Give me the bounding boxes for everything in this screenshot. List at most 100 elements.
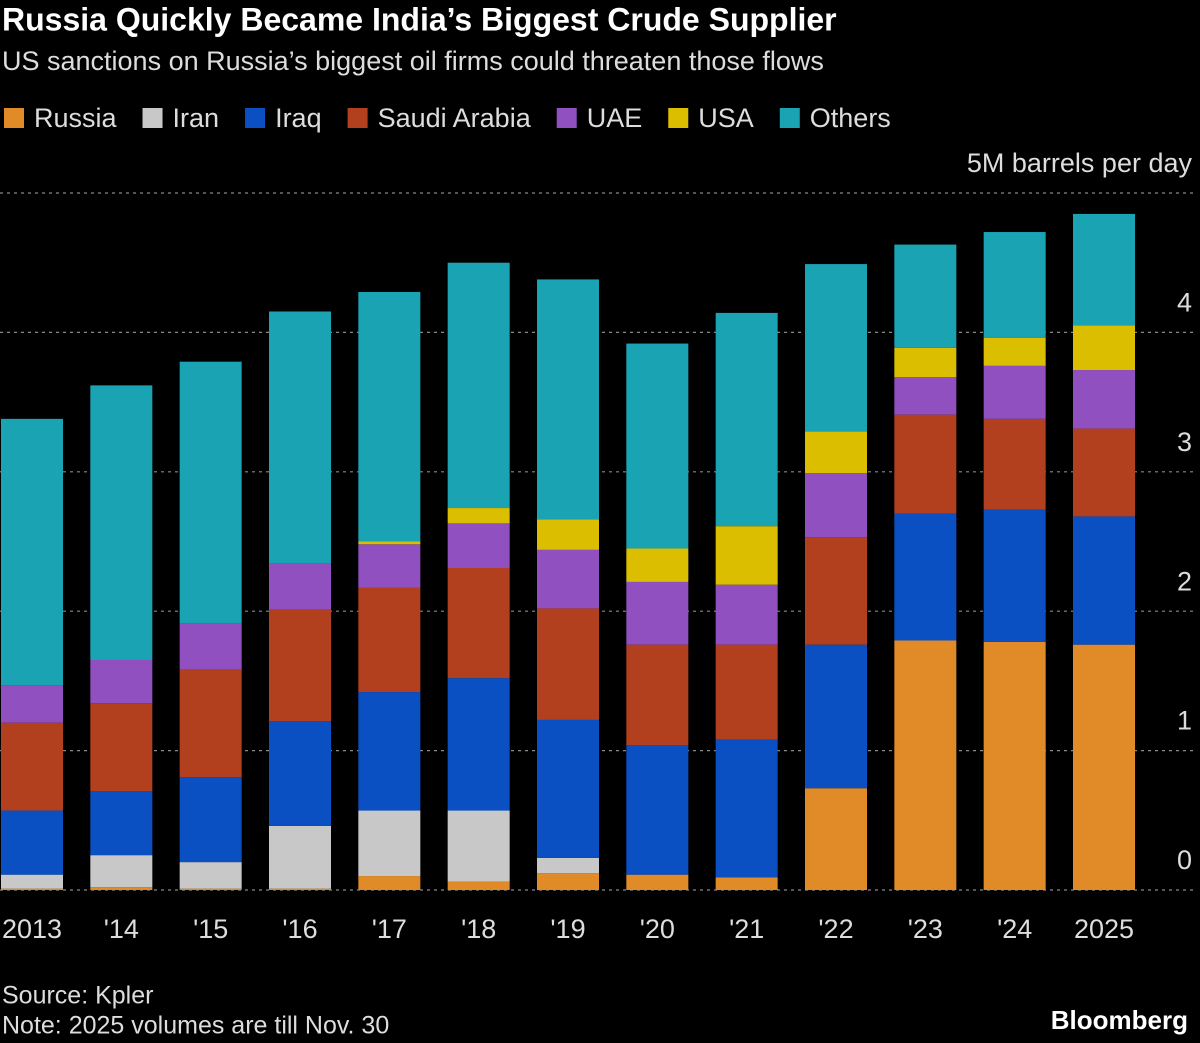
bar-segment — [983, 365, 1046, 419]
legend-swatch — [556, 108, 577, 128]
legend-label: Russia — [34, 103, 118, 133]
bar-segment — [447, 523, 510, 568]
bar-segment — [537, 719, 599, 858]
source: Source: Kpler — [2, 982, 153, 1010]
bar-segment — [179, 623, 242, 670]
y-tick-label: 5M barrels per day — [967, 148, 1193, 178]
x-tick-label: '18 — [461, 914, 496, 944]
bar-segment — [1073, 370, 1135, 429]
bar-segment — [894, 377, 957, 415]
y-tick-label: 1 — [1177, 706, 1192, 736]
bar-segment — [715, 877, 778, 890]
legend-swatch — [347, 108, 368, 128]
bar-segment — [626, 548, 689, 582]
bars: 2013 '14 '15 '16 '17 '18 '19 '20 '21 '22 '23 '24 202… — [1, 213, 1135, 944]
bar-segment — [537, 873, 599, 890]
bar-segment — [626, 343, 689, 549]
bar-segment — [894, 244, 957, 348]
legend-swatch — [779, 108, 800, 128]
x-tick-label: '15 — [193, 914, 228, 944]
bar-segment — [805, 473, 867, 538]
bar-segment — [715, 312, 778, 527]
bar-segment — [269, 888, 331, 890]
bar-segment — [1073, 644, 1135, 890]
x-tick-label: '22 — [818, 914, 853, 944]
bar-segment — [179, 862, 242, 889]
chart-title: Russia Quickly Became India’s Biggest Cr… — [2, 1, 837, 37]
bar-segment — [358, 692, 421, 811]
y-tick-label: 4 — [1177, 288, 1192, 318]
x-tick-label: '17 — [372, 914, 407, 944]
bar-segment — [269, 311, 331, 564]
bar-segment — [894, 513, 957, 641]
legend-label: USA — [698, 103, 754, 133]
bar-segment — [805, 431, 867, 474]
legend-swatch — [245, 108, 266, 128]
bar-segment — [447, 508, 510, 524]
bar-segment — [358, 541, 421, 545]
bar-segment — [90, 855, 153, 888]
legend-label: UAE — [587, 103, 643, 133]
bar-segment — [1073, 213, 1135, 326]
bar-segment — [269, 563, 331, 610]
bar-segment — [1, 685, 63, 723]
x-tick-label: '21 — [729, 914, 764, 944]
bar-segment — [894, 347, 957, 378]
bar-segment — [805, 788, 867, 890]
bar-segment — [1, 418, 63, 686]
bar-segment — [90, 659, 153, 704]
bar-segment — [358, 810, 421, 877]
bar-segment — [179, 361, 242, 624]
bar-segment — [1, 722, 63, 811]
bar-segment — [626, 644, 689, 746]
bar-segment — [179, 888, 242, 890]
bar-segment — [90, 887, 153, 890]
x-tick-label: '16 — [282, 914, 317, 944]
bar-segment — [715, 644, 778, 740]
y-tick-label: 0 — [1177, 845, 1192, 875]
bar-segment — [537, 549, 599, 609]
bar-segment — [983, 232, 1046, 338]
bar-segment — [90, 791, 153, 856]
bar-segment — [805, 537, 867, 645]
bar-segment — [983, 509, 1046, 642]
bar-segment — [447, 567, 510, 679]
x-tick-label: '24 — [997, 914, 1032, 944]
bar-segment — [447, 810, 510, 882]
bar-segment — [1073, 516, 1135, 645]
bar-segment — [358, 291, 421, 542]
bar-segment — [447, 881, 510, 890]
bar-segment — [269, 609, 331, 722]
bar-segment — [894, 414, 957, 514]
bar-segment — [715, 526, 778, 585]
bar-segment — [179, 669, 242, 778]
note: Note: 2025 volumes are till Nov. 30 — [2, 1012, 389, 1040]
bar-segment — [983, 418, 1046, 510]
bar-segment — [90, 385, 153, 660]
x-tick-label: 2013 — [2, 914, 62, 944]
legend-swatch — [142, 108, 163, 128]
x-tick-label: '14 — [104, 914, 139, 944]
legend-swatch — [4, 108, 24, 128]
legend: Russia Iran Iraq Saudi Arabia UAE USA Others — [4, 103, 891, 133]
x-tick-label: '19 — [550, 914, 585, 944]
bar-segment — [715, 584, 778, 645]
bar-segment — [269, 825, 331, 889]
bar-segment — [894, 640, 957, 890]
bar-segment — [1, 888, 63, 890]
bar-segment — [715, 739, 778, 878]
x-tick-label: 2025 — [1074, 914, 1134, 944]
bar-segment — [269, 721, 331, 826]
legend-label: Saudi Arabia — [378, 103, 532, 133]
y-tick-label: 2 — [1177, 566, 1192, 596]
bar-segment — [358, 544, 421, 588]
bar-segment — [626, 874, 689, 890]
x-tick-label: '20 — [640, 914, 675, 944]
bar-segment — [1, 810, 63, 875]
bar-segment — [983, 337, 1046, 366]
chart-subtitle: US sanctions on Russia’s biggest oil fir… — [2, 46, 824, 76]
bar-segment — [447, 678, 510, 811]
bar-segment — [90, 703, 153, 792]
bar-segment — [537, 279, 599, 520]
